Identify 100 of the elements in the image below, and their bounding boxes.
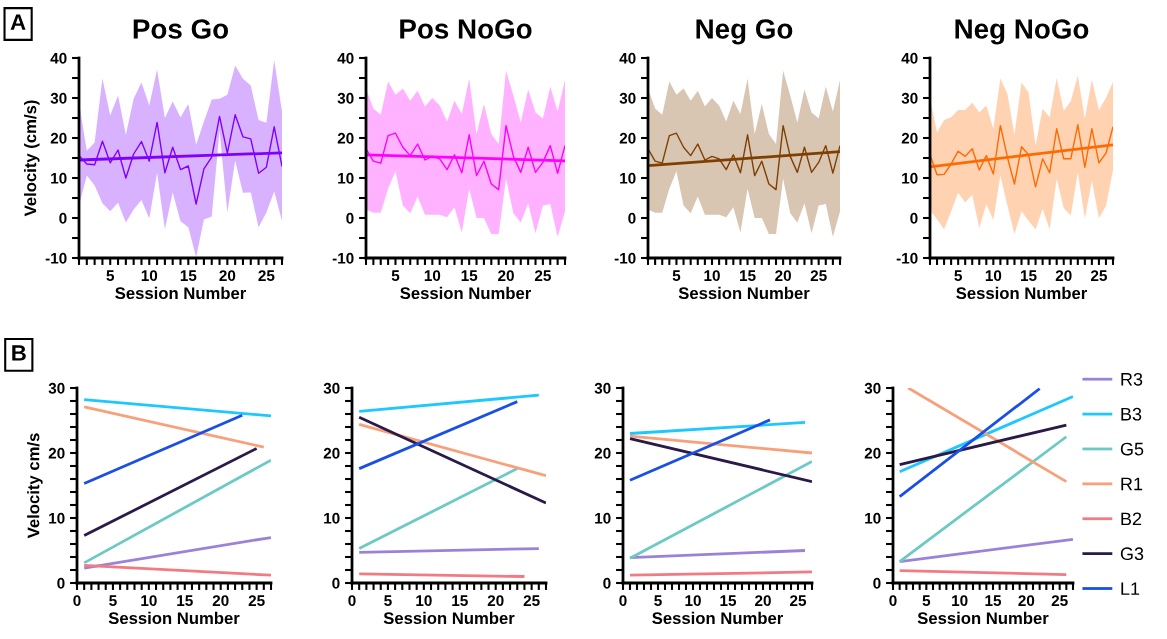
x-tick-label: 20 — [487, 595, 504, 607]
y-tick-label: -10 — [614, 252, 636, 264]
x-tick-label: 20 — [1018, 595, 1035, 607]
x-axis-title: Session Number — [108, 611, 240, 625]
y-tick-label: 10 — [902, 172, 918, 184]
y-tick-label: 20 — [323, 447, 340, 459]
x-axis-title: Session Number — [956, 286, 1088, 300]
text: A — [10, 14, 26, 30]
text: B — [12, 345, 26, 361]
x-tick-label: 5 — [106, 270, 115, 282]
y-tick-label: 20 — [50, 132, 67, 144]
y-axis-title: Velocity (cm/s) — [24, 100, 40, 217]
x-tick-label: 15 — [720, 595, 737, 607]
x-axis-title: Session Number — [678, 286, 810, 300]
y-tick-label: 20 — [864, 447, 881, 459]
x-tick-label: 25 — [258, 270, 275, 282]
legend-label: B3 — [1121, 407, 1142, 421]
y-axis-title: Velocity cm/s — [27, 433, 43, 539]
y-tick-label: 20 — [594, 447, 611, 459]
y-tick-label: 0 — [628, 212, 636, 224]
legend-label: R1 — [1121, 477, 1143, 491]
x-axis-title: Session Number — [400, 286, 532, 300]
x-tick-label: 5 — [109, 595, 117, 607]
y-tick-label: 20 — [48, 447, 65, 459]
y-tick-label: 30 — [619, 92, 636, 104]
chart-title: Neg Go — [696, 19, 793, 45]
y-tick-label: 20 — [619, 132, 636, 144]
x-tick-label: 0 — [889, 595, 897, 607]
x-tick-label: 15 — [1021, 270, 1037, 282]
x-tick-label: 10 — [685, 595, 701, 607]
x-tick-label: 10 — [416, 595, 432, 607]
y-tick-label: 0 — [332, 577, 340, 589]
y-tick-label: 30 — [864, 382, 881, 394]
x-tick-label: 25 — [523, 595, 540, 607]
y-tick-label: 40 — [901, 52, 918, 64]
x-tick-label: 25 — [1051, 595, 1068, 607]
y-tick-label: 10 — [595, 512, 611, 524]
legend-label: G3 — [1120, 547, 1144, 561]
x-tick-label: 5 — [654, 595, 662, 607]
y-tick-label: 30 — [594, 382, 611, 394]
x-tick-label: 15 — [985, 595, 1002, 607]
x-tick-label: 10 — [704, 270, 720, 282]
x-axis-title: Session Number — [115, 286, 247, 300]
x-tick-label: 15 — [452, 595, 468, 607]
y-tick-label: -10 — [896, 252, 918, 264]
x-tick-label: 10 — [952, 595, 968, 607]
x-tick-label: 20 — [775, 270, 791, 282]
x-tick-label: 5 — [672, 270, 681, 282]
y-tick-label: 30 — [901, 92, 918, 104]
legend-label: B2 — [1121, 512, 1142, 526]
x-tick-label: 10 — [424, 270, 441, 282]
x-tick-label: 10 — [141, 595, 157, 607]
x-tick-label: 5 — [922, 595, 931, 607]
y-tick-label: 10 — [324, 512, 340, 524]
y-tick-label: 20 — [337, 132, 354, 144]
chart-title: Pos Go — [133, 19, 229, 39]
x-tick-label: 20 — [212, 595, 229, 607]
x-tick-label: 25 — [790, 595, 807, 607]
x-tick-label: 25 — [810, 270, 827, 282]
y-tick-label: 30 — [48, 382, 65, 394]
x-tick-label: 15 — [461, 270, 478, 282]
legend-label: R3 — [1121, 372, 1143, 386]
x-tick-label: 5 — [391, 270, 400, 282]
x-tick-label: 5 — [384, 595, 392, 607]
y-tick-label: 0 — [910, 212, 918, 224]
x-tick-label: 25 — [248, 595, 265, 607]
x-tick-label: 5 — [954, 270, 962, 282]
y-tick-label: 40 — [50, 52, 67, 64]
y-tick-label: 20 — [901, 132, 918, 144]
y-tick-label: 0 — [603, 577, 611, 589]
y-tick-label: 30 — [323, 382, 340, 394]
y-tick-label: 40 — [337, 52, 354, 64]
x-axis-title: Session Number — [383, 611, 515, 625]
chart-title: Neg NoGo — [955, 19, 1089, 45]
x-tick-label: 0 — [73, 595, 81, 607]
x-tick-label: 15 — [177, 595, 193, 607]
y-tick-label: 10 — [865, 512, 881, 524]
y-tick-label: 10 — [620, 172, 636, 184]
y-tick-label: -10 — [332, 252, 354, 264]
y-tick-label: -10 — [45, 252, 67, 264]
y-tick-label: 10 — [49, 512, 65, 524]
y-tick-label: 0 — [873, 577, 881, 589]
legend-label: G5 — [1120, 442, 1144, 456]
x-tick-label: 20 — [219, 270, 236, 282]
legend-label: L1 — [1121, 582, 1140, 595]
x-tick-label: 20 — [1055, 270, 1072, 282]
x-tick-label: 20 — [755, 595, 771, 607]
x-axis-title: Session Number — [652, 611, 784, 625]
x-tick-label: 10 — [985, 270, 1002, 282]
y-tick-label: 10 — [51, 172, 67, 184]
y-tick-label: 30 — [337, 92, 354, 104]
y-tick-label: 10 — [338, 172, 354, 184]
x-tick-label: 15 — [740, 270, 756, 282]
x-tick-label: 15 — [180, 270, 197, 282]
x-tick-label: 25 — [1090, 270, 1107, 282]
x-axis-title: Session Number — [917, 611, 1049, 625]
chart-title: Pos NoGo — [400, 19, 532, 39]
x-tick-label: 25 — [534, 270, 551, 282]
y-tick-label: 0 — [346, 212, 354, 224]
x-tick-label: 10 — [141, 270, 158, 282]
